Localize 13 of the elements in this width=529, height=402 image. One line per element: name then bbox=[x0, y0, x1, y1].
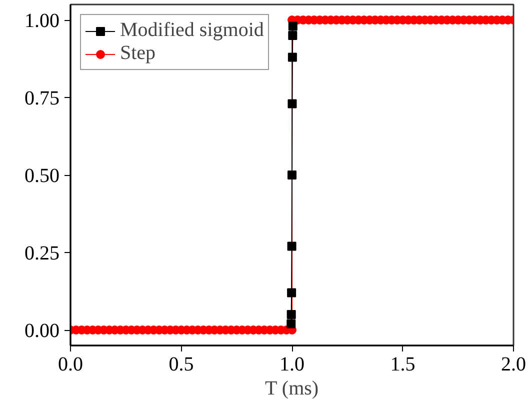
y-tick-label: 1.00 bbox=[24, 10, 60, 32]
y-tick-label: 0.75 bbox=[24, 88, 60, 110]
x-tick-label: 1.0 bbox=[280, 354, 304, 376]
x-tick-label: 2.0 bbox=[501, 354, 526, 376]
x-tick-label: 0.0 bbox=[58, 354, 83, 376]
legend-label: Step bbox=[120, 42, 156, 65]
y-tick-label: 0.00 bbox=[24, 320, 60, 342]
x-tick-label: 0.5 bbox=[168, 354, 194, 376]
x-axis-title: T (ms) bbox=[265, 378, 319, 400]
x-tick-label: 1.5 bbox=[390, 354, 416, 376]
y-tick-label: 0.25 bbox=[24, 242, 60, 264]
y-tick-label: 0.50 bbox=[24, 165, 60, 187]
legend-label: Modified sigmoid bbox=[120, 19, 264, 42]
